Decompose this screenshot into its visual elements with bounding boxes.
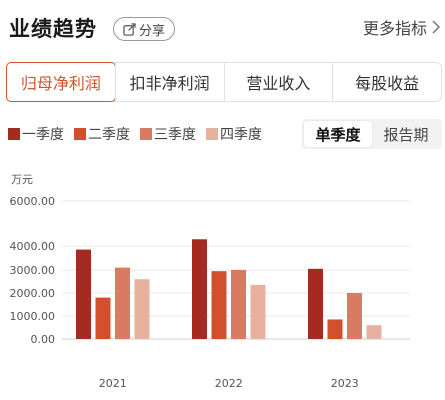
y-tick-label: 6000.00 <box>10 195 56 208</box>
single-quarter-toggle[interactable]: 单季度 <box>304 121 372 147</box>
more-indicators-label: 更多指标 <box>362 19 427 38</box>
legend-label-q3: 三季度 <box>154 127 196 143</box>
tab-deducted-net-profit[interactable]: 扣非净利润 <box>114 63 224 101</box>
bar-2021-q4 <box>134 279 150 339</box>
share-icon <box>123 22 136 36</box>
x-tick-label: 2022 <box>215 377 243 390</box>
report-period-toggle[interactable]: 报告期 <box>383 125 429 144</box>
legend-swatch-q1 <box>8 128 20 140</box>
y-tick-label: 2000.00 <box>10 287 56 300</box>
x-tick-label: 2023 <box>331 377 359 390</box>
x-tick-label: 2021 <box>99 377 127 390</box>
tab-revenue[interactable]: 营业收入 <box>223 63 333 101</box>
more-indicators-link[interactable]: 更多指标 <box>363 15 441 39</box>
bar-2021-q3 <box>115 267 130 339</box>
legend-item-q3: 三季度 <box>140 124 196 144</box>
y-tick-label: 1000.00 <box>10 310 56 323</box>
bar-2021-q2 <box>95 297 111 339</box>
y-tick-label: 4000.00 <box>10 240 56 253</box>
tab-net-profit[interactable]: 归母净利润 <box>6 62 116 102</box>
page-title: 业绩趋势 <box>9 17 97 41</box>
legend-swatch-q4 <box>206 128 218 140</box>
bar-2022-q3 <box>231 270 246 339</box>
bar-chart: 6000.00 4000.00 3000.00 2000.00 1000.00 0.00 2… <box>10 195 410 390</box>
chart-legend: 一季度 二季度 三季度 四季度 <box>8 124 262 144</box>
legend-swatch-q3 <box>140 128 152 140</box>
legend-item-q4: 四季度 <box>206 124 262 144</box>
header: 业绩趋势 分享 更多指标 <box>0 0 445 54</box>
y-tick-label: 0.00 <box>31 333 56 346</box>
bar-2022-q4 <box>250 284 266 339</box>
legend-item-q1: 一季度 <box>8 124 64 144</box>
period-toggle: 单季度 报告期 <box>302 119 442 149</box>
legend-item-q2: 二季度 <box>74 124 130 144</box>
legend-label-q2: 二季度 <box>88 127 130 143</box>
legend-label-q4: 四季度 <box>220 127 262 143</box>
bar-2022-q1 <box>192 239 207 339</box>
y-axis-unit: 万元 <box>11 173 33 186</box>
bar-2023-q4 <box>366 325 382 339</box>
bar-2023-q3 <box>347 293 362 339</box>
bar-2022-q2 <box>211 271 227 339</box>
metric-tabs: 归母净利润 扣非净利润 营业收入 每股收益 <box>6 62 442 102</box>
bar-2023-q1 <box>308 268 323 339</box>
bar-2023-q2 <box>327 319 343 339</box>
legend-label-q1: 一季度 <box>22 127 64 143</box>
bar-2021-q1 <box>76 249 91 339</box>
y-tick-label: 3000.00 <box>10 264 56 277</box>
chevron-right-icon <box>432 20 441 34</box>
tab-eps[interactable]: 每股收益 <box>332 63 441 101</box>
legend-swatch-q2 <box>74 128 86 140</box>
share-label: 分享 <box>138 23 165 39</box>
share-button[interactable]: 分享 <box>113 17 175 41</box>
